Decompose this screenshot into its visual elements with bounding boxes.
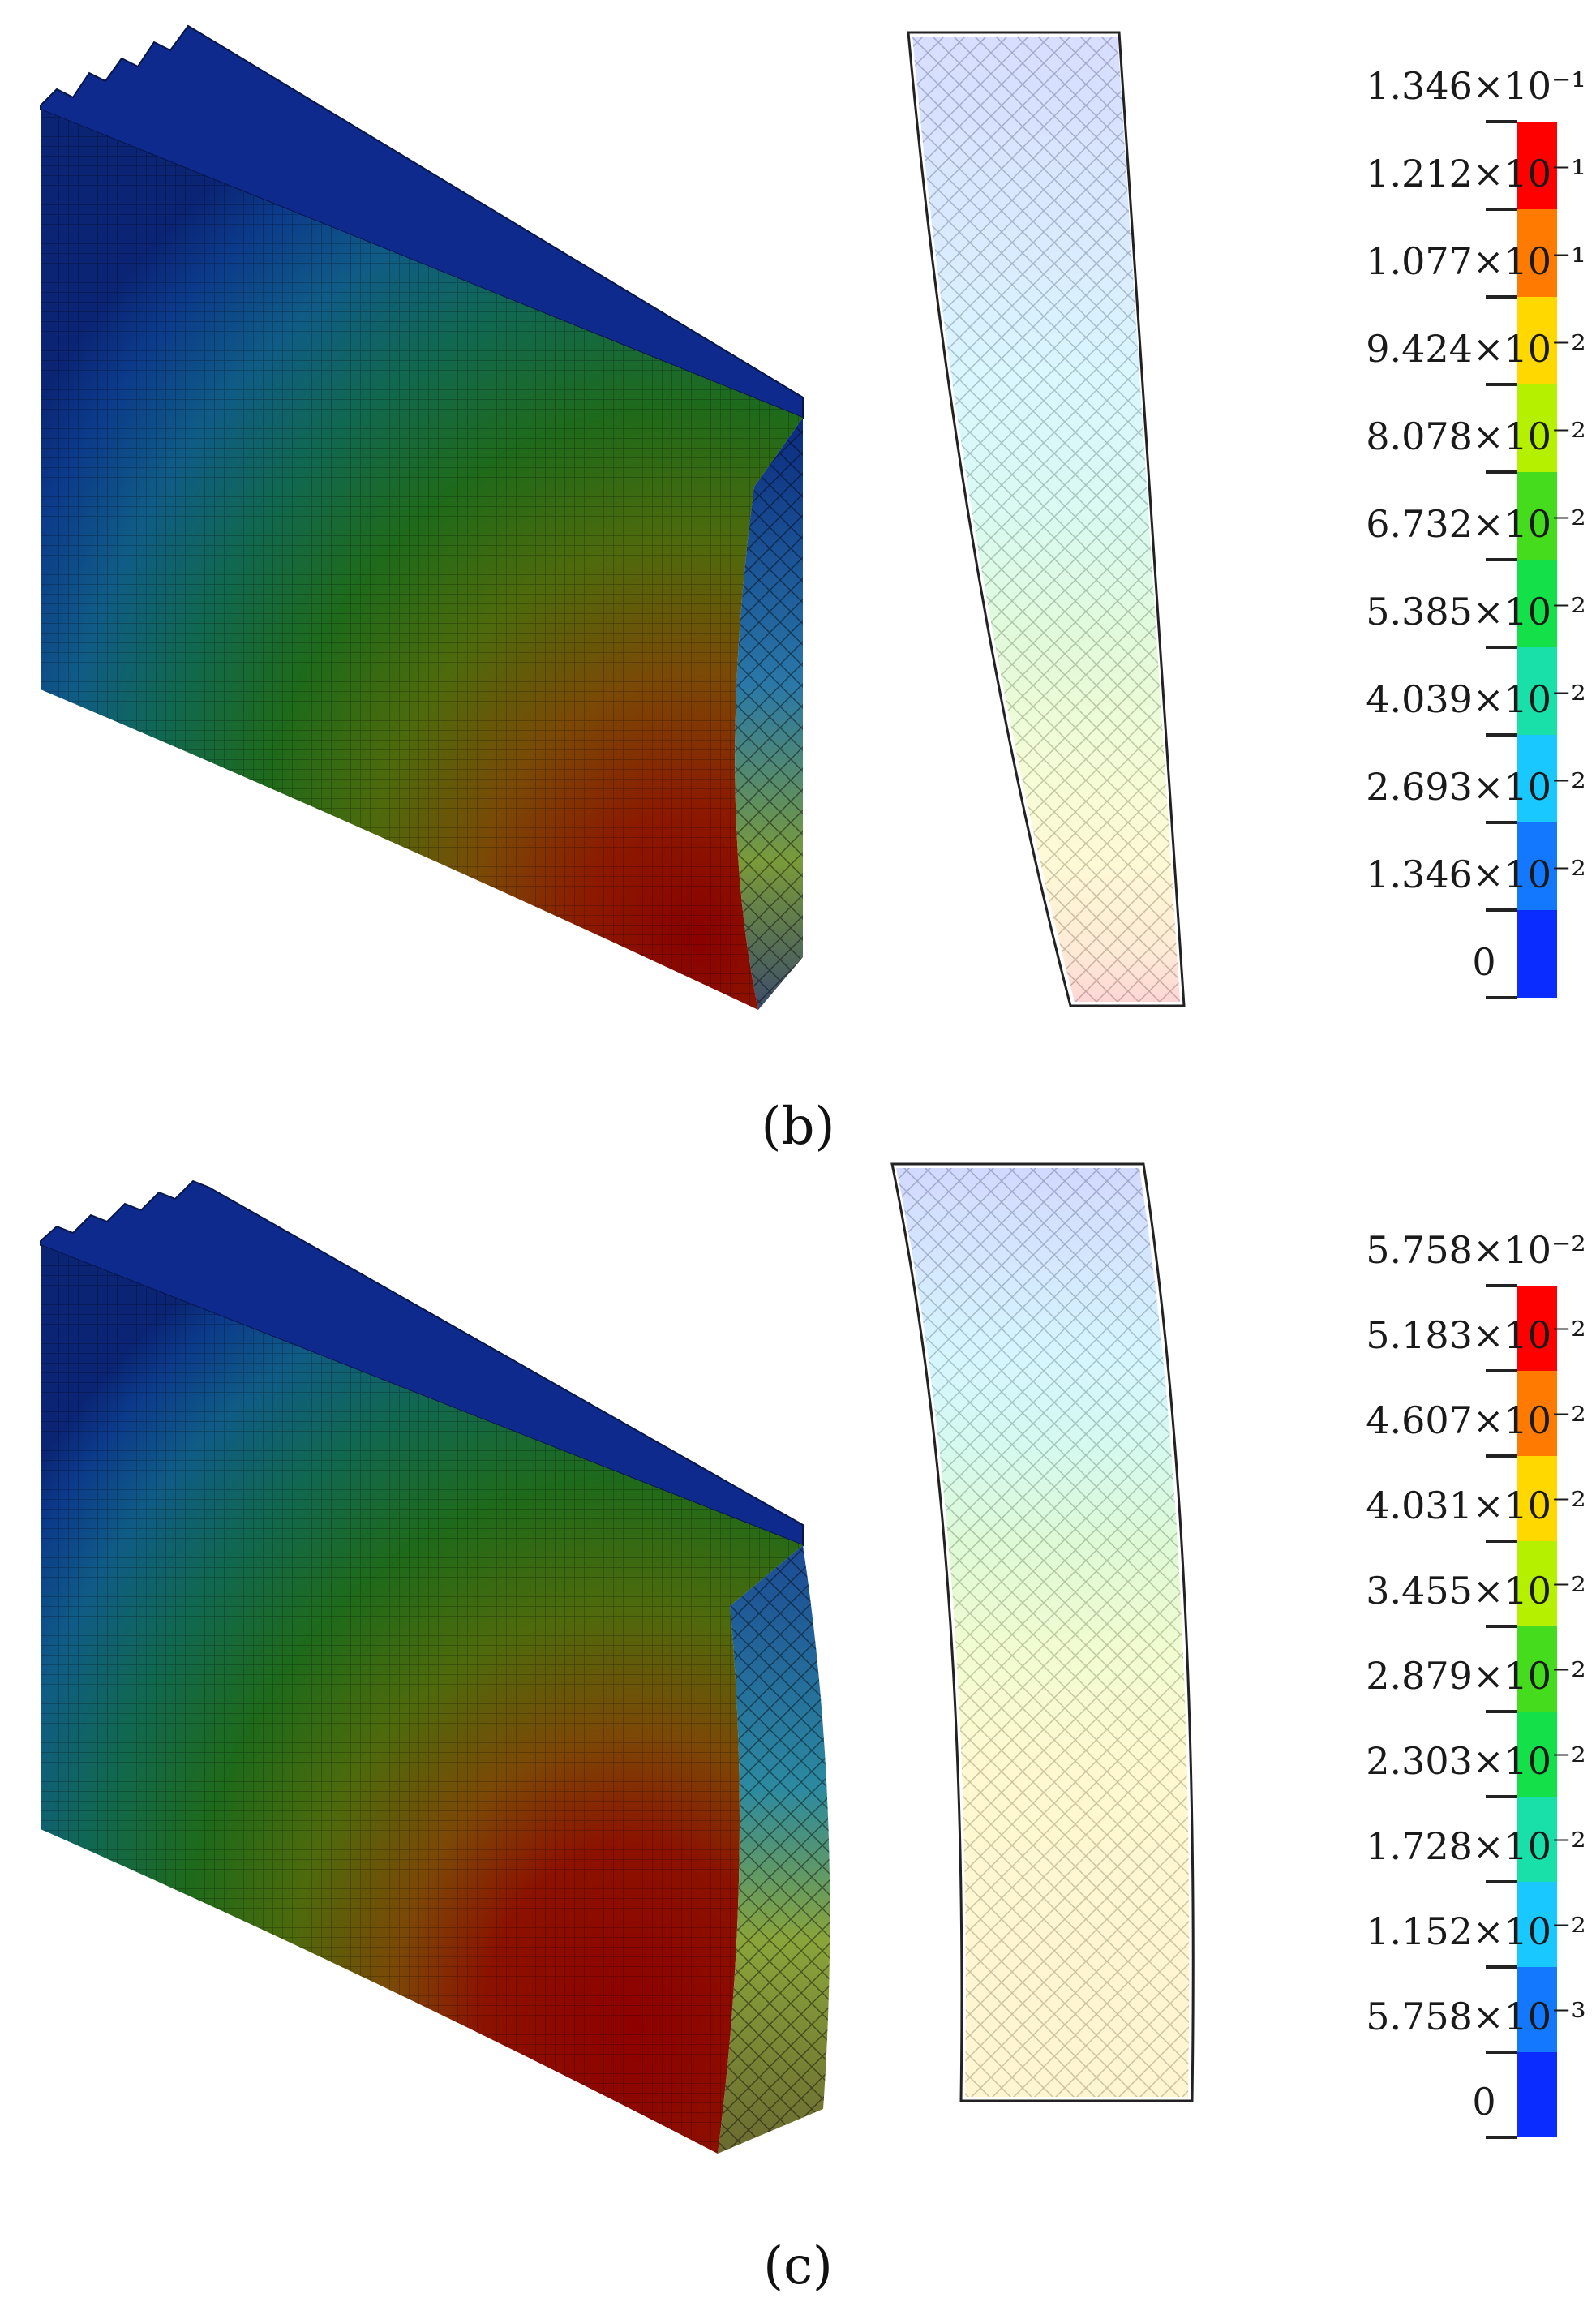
legend-label: 2.879×10⁻² <box>1366 1654 1586 1698</box>
panel-b-mesh-overlay <box>41 110 803 1010</box>
legend-label: 5.758×10⁻² <box>1366 1228 1586 1272</box>
legend-label: 8.078×10⁻² <box>1366 414 1586 458</box>
legend-label: 4.039×10⁻² <box>1366 677 1586 721</box>
legend-label: 2.303×10⁻² <box>1366 1739 1586 1783</box>
legend-color-swatch <box>1517 1541 1557 1626</box>
legend-color-swatch <box>1517 1712 1557 1797</box>
panel-c-caption: (c) <box>763 2236 833 2296</box>
panel-b: 1.346×10⁻¹ 1.212×10⁻¹ 1.077×10⁻¹ 9.424×10⁻²… <box>40 24 1586 1157</box>
legend-color-swatch <box>1517 1626 1557 1712</box>
legend-label: 1.728×10⁻² <box>1366 1824 1586 1868</box>
panel-c-cross-section <box>890 1162 1195 2102</box>
legend-label: 0 <box>1472 2080 1495 2124</box>
legend-color-swatch <box>1517 647 1557 735</box>
legend-color-swatch <box>1517 2052 1557 2137</box>
legend-label: 3.455×10⁻² <box>1366 1569 1586 1613</box>
panel-b-cross-section <box>907 31 1186 1007</box>
legend-label: 4.031×10⁻² <box>1366 1484 1586 1527</box>
legend-color-swatch <box>1517 472 1557 560</box>
legend-label: 0 <box>1472 940 1495 984</box>
legend-color-swatch <box>1517 122 1557 209</box>
panel-c-3d-model <box>40 1179 830 2154</box>
panel-b-3d-model <box>40 24 804 1010</box>
legend-label: 2.693×10⁻² <box>1366 765 1586 809</box>
panel-c-mesh-overlay <box>41 1245 803 2154</box>
legend-label: 9.424×10⁻² <box>1366 327 1586 371</box>
legend-color-swatch <box>1517 1456 1557 1541</box>
panel-c-top-face <box>40 1179 804 1547</box>
legend-color-swatch <box>1517 1286 1557 1371</box>
legend-color-swatch <box>1517 297 1557 384</box>
legend-color-swatch <box>1517 1882 1557 1967</box>
legend-color-swatch <box>1517 209 1557 297</box>
panel-b-caption: (b) <box>762 1097 835 1157</box>
panel-c-color-legend: 5.758×10⁻² 5.183×10⁻² 4.607×10⁻² 4.031×10⁻²… <box>1366 1228 1586 2139</box>
panel-c: 5.758×10⁻² 5.183×10⁻² 4.607×10⁻² 4.031×10⁻²… <box>40 1162 1586 2296</box>
legend-color-swatch <box>1517 560 1557 647</box>
legend-label: 1.346×10⁻¹ <box>1366 64 1586 108</box>
legend-color-swatch <box>1517 1797 1557 1882</box>
legend-color-swatch <box>1517 910 1557 998</box>
legend-color-swatch <box>1517 1967 1557 2052</box>
legend-label: 1.346×10⁻² <box>1366 853 1586 896</box>
panel-b-color-legend: 1.346×10⁻¹ 1.212×10⁻¹ 1.077×10⁻¹ 9.424×10⁻²… <box>1366 64 1586 999</box>
legend-color-swatch <box>1517 735 1557 822</box>
legend-label: 1.077×10⁻¹ <box>1366 239 1586 283</box>
legend-label: 5.183×10⁻² <box>1366 1313 1586 1357</box>
legend-color-swatch <box>1517 822 1557 910</box>
legend-label: 1.152×10⁻² <box>1366 1909 1586 1953</box>
legend-label: 1.212×10⁻¹ <box>1366 152 1586 195</box>
legend-label: 4.607×10⁻² <box>1366 1398 1586 1442</box>
panel-b-top-face <box>40 24 804 419</box>
legend-label: 5.758×10⁻³ <box>1366 1995 1586 2038</box>
legend-label: 5.385×10⁻² <box>1366 590 1586 634</box>
legend-color-swatch <box>1517 1371 1557 1456</box>
legend-color-swatch <box>1517 384 1557 472</box>
legend-label: 6.732×10⁻² <box>1366 502 1586 546</box>
